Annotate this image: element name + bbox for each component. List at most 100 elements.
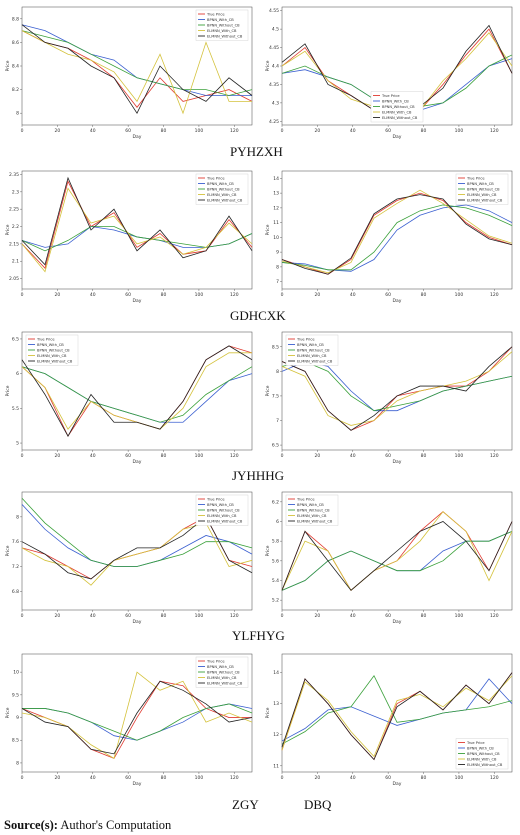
x-axis-label: Day bbox=[393, 619, 402, 625]
x-tick-label: 20 bbox=[315, 292, 321, 298]
legend-label: BPNN_Without_CB bbox=[467, 188, 500, 192]
x-tick-label: 60 bbox=[385, 128, 391, 134]
y-tick-label: 2.1 bbox=[12, 259, 19, 265]
x-tick-label: 20 bbox=[55, 613, 61, 619]
x-tick-label: 80 bbox=[421, 292, 427, 298]
source-text: Author's Computation bbox=[60, 818, 172, 832]
x-tick-label: 100 bbox=[195, 292, 204, 298]
x-tick-label: 80 bbox=[421, 613, 427, 619]
y-tick-label: 13 bbox=[273, 191, 279, 197]
legend-label: ELMNN_With_CB bbox=[37, 354, 67, 358]
x-tick-label: 60 bbox=[125, 292, 131, 298]
x-tick-label: 80 bbox=[161, 775, 167, 781]
series-line bbox=[21, 516, 253, 580]
x-tick-label: 120 bbox=[490, 775, 499, 781]
series-line bbox=[21, 30, 252, 115]
y-tick-label: 14 bbox=[273, 670, 279, 676]
y-tick-label: 5.6 bbox=[272, 558, 279, 564]
x-tick-label: 60 bbox=[385, 775, 391, 781]
x-tick-label: 0 bbox=[281, 292, 284, 298]
y-tick-label: 6.5 bbox=[12, 336, 19, 342]
x-tick-label: 80 bbox=[421, 128, 427, 134]
chart: 5 5.5 6 6.5 0 20 40 60 80 100 120 Day Price True Pric… bbox=[4, 328, 256, 466]
x-axis-label: Day bbox=[133, 298, 142, 304]
legend-label: ELMNN_With_CB bbox=[467, 193, 497, 197]
y-tick-label: 9.5 bbox=[12, 692, 19, 698]
x-axis-label: Day bbox=[133, 459, 142, 465]
legend-label: ELMNN_Without_CB bbox=[297, 360, 333, 364]
legend-label: True Price bbox=[36, 338, 55, 342]
chart: 7 8 9 10 11 12 13 14 0 20 40 60 80 100 120 Day Price True… bbox=[264, 167, 516, 305]
series-line bbox=[281, 192, 513, 275]
legend-label: True Price bbox=[381, 94, 400, 98]
x-tick-label: 40 bbox=[350, 453, 356, 459]
x-tick-label: 80 bbox=[161, 613, 167, 619]
y-tick-label: 13 bbox=[273, 701, 279, 707]
series-line bbox=[281, 361, 513, 412]
series-line bbox=[22, 703, 253, 741]
y-tick-label: 5.4 bbox=[272, 578, 279, 584]
series-line bbox=[21, 366, 253, 423]
y-tick-label: 4.35 bbox=[269, 82, 279, 88]
series-line bbox=[21, 680, 252, 759]
legend-label: ELMNN_With_CB bbox=[382, 111, 412, 115]
x-tick-label: 0 bbox=[21, 292, 24, 298]
y-tick-label: 5 bbox=[16, 441, 19, 447]
series-line bbox=[21, 680, 253, 755]
legend-label: BPNN_Without_CB bbox=[207, 671, 240, 675]
x-tick-label: 80 bbox=[161, 292, 167, 298]
legend-label: ELMNN_Without_CB bbox=[207, 682, 243, 686]
x-tick-label: 60 bbox=[125, 613, 131, 619]
y-tick-label: 10 bbox=[13, 670, 19, 676]
y-tick-label: 4.3 bbox=[272, 100, 279, 106]
x-axis-label: Day bbox=[133, 134, 142, 140]
y-tick-label: 7 bbox=[276, 279, 279, 285]
x-tick-label: 20 bbox=[315, 775, 321, 781]
plot-frame bbox=[21, 170, 253, 290]
x-tick-label: 100 bbox=[195, 128, 204, 134]
x-tick-label: 100 bbox=[455, 453, 464, 459]
y-tick-label: 10 bbox=[273, 235, 279, 241]
legend-label: ELMNN_Without_CB bbox=[207, 520, 243, 524]
x-axis-label: Day bbox=[393, 298, 402, 304]
series-line bbox=[21, 24, 253, 115]
legend-label: BPNN_Without_CB bbox=[207, 509, 240, 513]
y-tick-label: 8.5 bbox=[272, 344, 279, 350]
y-tick-label: 12 bbox=[273, 205, 279, 211]
legend-label: ELMNN_Without_CB bbox=[207, 35, 243, 39]
y-axis-label: Price bbox=[5, 224, 11, 235]
y-tick-label: 2.35 bbox=[9, 172, 19, 178]
chart: 2.05 2.1 2.15 2.2 2.25 2.3 2.35 0 20 40 60 80 100 120… bbox=[4, 167, 256, 305]
x-tick-label: 0 bbox=[281, 128, 284, 134]
x-tick-label: 40 bbox=[350, 128, 356, 134]
series-line bbox=[21, 30, 253, 96]
series-line bbox=[281, 351, 513, 426]
plot-frame bbox=[281, 491, 513, 611]
x-tick-label: 120 bbox=[490, 453, 499, 459]
y-tick-label: 5.8 bbox=[272, 539, 279, 545]
y-tick-label: 4.5 bbox=[272, 27, 279, 33]
x-tick-label: 100 bbox=[195, 453, 204, 459]
y-tick-label: 4.45 bbox=[269, 45, 279, 51]
series-line bbox=[281, 672, 513, 761]
caption: PYHZXH bbox=[230, 144, 283, 159]
x-tick-label: 40 bbox=[90, 128, 96, 134]
legend-label: BPNN_With_CB bbox=[37, 343, 64, 347]
series-line bbox=[21, 176, 253, 266]
x-tick-label: 20 bbox=[315, 613, 321, 619]
source-label: Source(s): bbox=[4, 818, 58, 832]
x-tick-label: 100 bbox=[455, 128, 464, 134]
x-tick-label: 20 bbox=[315, 128, 321, 134]
y-tick-label: 8 bbox=[16, 760, 19, 766]
x-tick-label: 100 bbox=[455, 775, 464, 781]
x-tick-label: 0 bbox=[21, 453, 24, 459]
y-axis-label: Price bbox=[265, 385, 271, 396]
x-tick-label: 100 bbox=[455, 292, 464, 298]
y-tick-label: 8 bbox=[276, 264, 279, 270]
series-line bbox=[281, 521, 513, 591]
x-axis-label: Day bbox=[393, 781, 402, 787]
y-tick-label: 4.25 bbox=[269, 119, 279, 125]
y-axis-label: Price bbox=[265, 545, 271, 556]
